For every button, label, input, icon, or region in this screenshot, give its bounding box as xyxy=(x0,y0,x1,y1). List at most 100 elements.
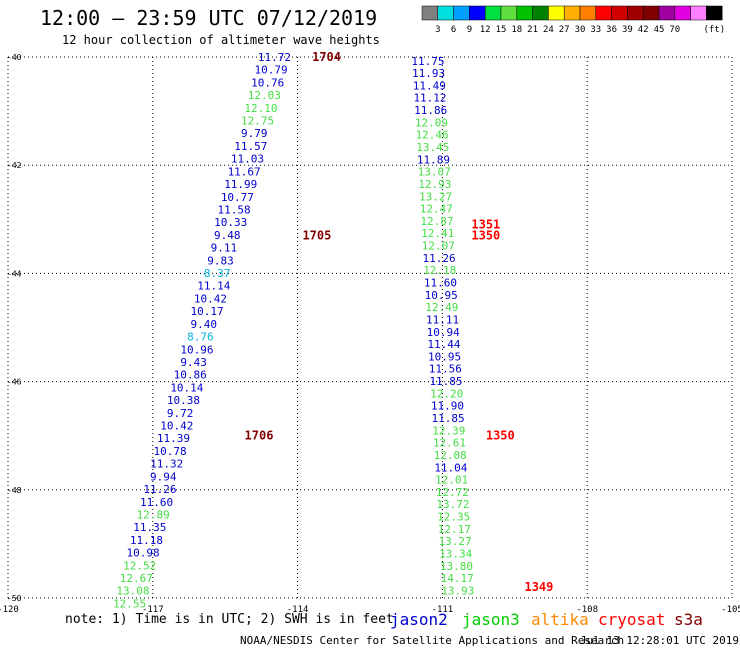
swh-value-label: 9.40 xyxy=(190,318,217,331)
pass-time-label: 1705 xyxy=(302,229,331,243)
swh-value-label: 12.41 xyxy=(421,227,454,240)
swh-value-label: 11.89 xyxy=(417,153,450,166)
swh-value-label: 11.49 xyxy=(413,79,446,92)
y-tick-label: -40 xyxy=(7,53,22,62)
colorbar-label: 30 xyxy=(575,25,586,35)
swh-value-label: 8.76 xyxy=(187,331,214,344)
y-tick-label: -46 xyxy=(7,378,22,387)
legend-altika: altika xyxy=(531,610,589,629)
x-tick-label: -111 xyxy=(432,605,454,615)
legend-jason3: jason3 xyxy=(462,610,520,629)
swh-value-label: 11.86 xyxy=(414,104,447,117)
swh-value-label: 12.18 xyxy=(423,264,456,277)
swh-value-label: 10.77 xyxy=(221,191,254,204)
swh-value-label: 10.79 xyxy=(255,64,288,77)
footer-timestamp: Jul 13 12:28:01 UTC 2019 xyxy=(580,634,739,647)
swh-value-label: 10.17 xyxy=(191,305,224,318)
swh-value-label: 11.75 xyxy=(411,55,444,68)
swh-value-label: 12.55 xyxy=(113,597,146,610)
colorbar-label: 12 xyxy=(480,25,491,35)
swh-value-label: 14.17 xyxy=(441,572,474,585)
swh-value-label: 13.45 xyxy=(416,141,449,154)
colorbar-label: 15 xyxy=(496,25,507,35)
x-tick-label: -114 xyxy=(287,605,309,615)
swh-value-label: 9.43 xyxy=(180,356,207,369)
colorbar-label: 70 xyxy=(669,25,680,35)
swh-value-label: 11.12 xyxy=(413,92,446,105)
swh-value-label: 10.42 xyxy=(160,420,193,433)
swh-value-label: 10.78 xyxy=(153,445,186,458)
swh-value-label: 12.52 xyxy=(123,559,156,572)
colorbar-label: 18 xyxy=(511,25,522,35)
swh-value-label: 10.95 xyxy=(428,350,461,363)
pass-time-label: 1350 xyxy=(471,229,500,243)
swh-value-label: 10.86 xyxy=(174,369,207,382)
swh-value-label: 12.72 xyxy=(436,486,469,499)
legend-jason2: jason2 xyxy=(390,610,448,629)
swh-value-label: 11.18 xyxy=(130,534,163,547)
swh-value-label: 12.47 xyxy=(420,203,453,216)
legend-s3a: s3a xyxy=(674,610,703,629)
swh-value-label: 12.35 xyxy=(437,511,470,524)
swh-value-label: 11.85 xyxy=(429,375,462,388)
swh-value-label: 9.94 xyxy=(150,470,177,483)
swh-value-label: 11.39 xyxy=(157,432,190,445)
swh-value-label: 10.95 xyxy=(425,289,458,302)
page-subtitle: 12 hour collection of altimeter wave hei… xyxy=(62,33,380,47)
pass-time-label: 1350 xyxy=(486,429,515,443)
colorbar-label: 24 xyxy=(543,25,554,35)
swh-value-label: 12.10 xyxy=(244,102,277,115)
swh-value-label: 10.33 xyxy=(214,216,247,229)
swh-value-label: 13.27 xyxy=(419,190,452,203)
swh-value-label: 11.11 xyxy=(426,313,459,326)
swh-value-label: 12.67 xyxy=(120,572,153,585)
swh-value-label: 12.93 xyxy=(418,178,451,191)
x-tick-label: -108 xyxy=(576,605,598,615)
swh-value-label: 10.42 xyxy=(194,292,227,305)
colorbar-label: 36 xyxy=(606,25,617,35)
colorbar-label: 27 xyxy=(559,25,570,35)
pass-time-label: 1351 xyxy=(471,218,500,232)
y-tick-label: -42 xyxy=(7,161,22,170)
colorbar-label: 21 xyxy=(527,25,538,35)
swh-value-label: 12.09 xyxy=(415,116,448,129)
swh-value-label: 12.08 xyxy=(434,449,467,462)
pass-time-label: 1349 xyxy=(524,580,553,594)
swh-value-label: 11.44 xyxy=(427,338,460,351)
colorbar-label: 6 xyxy=(451,25,456,35)
swh-value-label: 11.14 xyxy=(197,280,230,293)
swh-value-label: 11.03 xyxy=(231,153,264,166)
swh-value-label: 12.17 xyxy=(438,523,471,536)
colorbar-label: 9 xyxy=(467,25,472,35)
swh-value-label: 11.72 xyxy=(258,51,291,64)
swh-value-label: 11.58 xyxy=(217,203,250,216)
colorbar-label: 39 xyxy=(622,25,633,35)
swh-value-label: 11.67 xyxy=(228,165,261,178)
swh-value-label: 12.46 xyxy=(416,129,449,142)
colorbar: 3 6 9 12 15 18 21 24 27 30 33 36 39 42 45 70 (ft) xyxy=(421,5,725,35)
swh-value-label: 11.56 xyxy=(429,363,462,376)
swh-value-label: 9.79 xyxy=(241,127,268,140)
swh-value-label: 13.72 xyxy=(436,498,469,511)
colorbar-label: 3 xyxy=(435,25,440,35)
swh-value-label: 12.61 xyxy=(433,437,466,450)
pass-time-label: 1704 xyxy=(312,50,341,64)
swh-value-label: 11.26 xyxy=(422,252,455,265)
swh-value-label: 10.14 xyxy=(170,381,203,394)
swh-value-label: 13.07 xyxy=(418,166,451,179)
x-tick-label: -120 xyxy=(0,605,19,615)
swh-value-label: 12.01 xyxy=(435,474,468,487)
y-tick-label: -50 xyxy=(7,594,22,603)
swh-value-label: 9.83 xyxy=(207,254,234,267)
swh-value-label: 13.27 xyxy=(438,535,471,548)
swh-value-label: 12.07 xyxy=(422,240,455,253)
x-tick-label: -117 xyxy=(142,605,164,615)
swh-value-label: 10.38 xyxy=(167,394,200,407)
swh-value-label: 11.35 xyxy=(133,521,166,534)
swh-value-label: 12.49 xyxy=(425,301,458,314)
colorbar-label: 33 xyxy=(590,25,601,35)
colorbar-label: (ft) xyxy=(703,25,725,35)
pass-time-label: 1706 xyxy=(245,429,274,443)
swh-value-label: 11.99 xyxy=(224,178,257,191)
swh-value-label: 9.72 xyxy=(167,407,194,420)
